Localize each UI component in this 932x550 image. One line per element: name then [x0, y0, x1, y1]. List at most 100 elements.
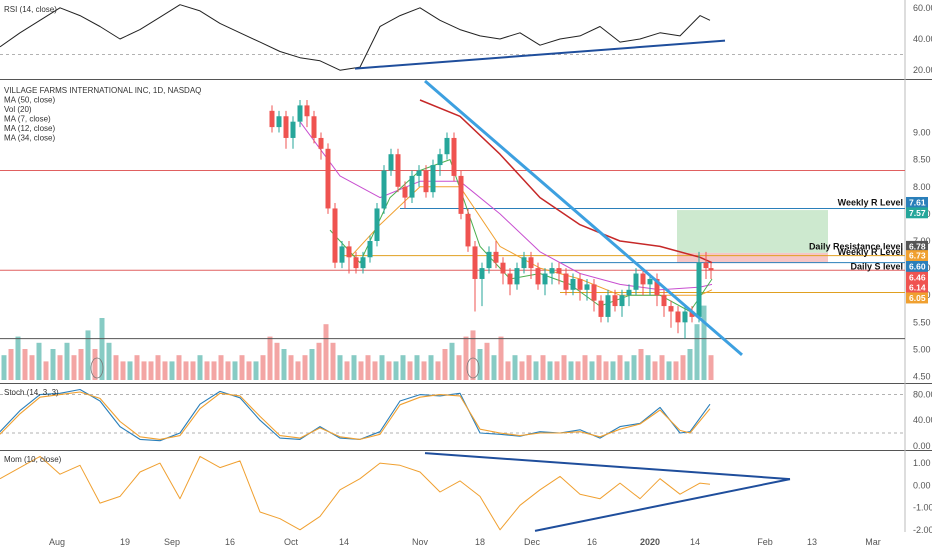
- volume-bar: [505, 361, 511, 380]
- candle-body: [409, 175, 415, 198]
- time-axis-label: Aug: [49, 537, 65, 547]
- volume-bar: [470, 330, 476, 380]
- price-badge: [906, 207, 928, 219]
- stoch-d-line: [0, 391, 711, 440]
- volume-bar: [8, 349, 14, 380]
- volume-bar: [78, 349, 84, 380]
- stoch-y-tick: 40.00: [913, 415, 932, 425]
- volume-bar: [190, 361, 196, 380]
- candle-body: [556, 268, 562, 274]
- volume-bar: [295, 361, 301, 380]
- rsi-trendline: [354, 39, 726, 70]
- price-badge-text: 6.05: [909, 293, 926, 303]
- candle-body: [395, 154, 401, 187]
- candle-body: [703, 262, 709, 269]
- candle-body: [353, 257, 359, 269]
- candle-body: [486, 251, 492, 269]
- candle-body: [647, 278, 653, 285]
- volume-bar: [379, 355, 385, 380]
- level-annotation: Daily S level: [850, 261, 903, 271]
- candle-body: [563, 273, 569, 290]
- volume-bar: [113, 355, 119, 380]
- volume-bar: [232, 361, 238, 380]
- candle-body: [339, 246, 345, 263]
- volume-bar: [288, 355, 294, 380]
- volume-bar: [43, 361, 49, 380]
- candle-body: [297, 105, 303, 122]
- volume-bar: [603, 361, 609, 380]
- volume-bar: [477, 349, 483, 380]
- candle-body: [276, 116, 282, 128]
- candle-body: [542, 273, 548, 285]
- candle-body: [633, 273, 639, 290]
- mom-y-tick: 1.00: [913, 458, 931, 468]
- momentum-triangle-upper: [424, 452, 791, 481]
- candle-body: [479, 268, 485, 279]
- candle-body: [528, 257, 534, 269]
- volume-bar: [701, 305, 707, 380]
- candle-body: [696, 262, 702, 317]
- time-axis-label: Nov: [412, 537, 429, 547]
- volume-bar: [512, 355, 518, 380]
- volume-bar: [400, 355, 406, 380]
- time-axis-label: Mar: [865, 537, 881, 547]
- volume-bar: [22, 349, 28, 380]
- candle-body: [416, 170, 422, 176]
- candle-body: [549, 268, 555, 274]
- volume-bar: [540, 355, 546, 380]
- candle-body: [381, 170, 387, 209]
- candle-body: [451, 137, 457, 176]
- volume-bar: [365, 355, 371, 380]
- volume-bar: [568, 361, 574, 380]
- price-legend-line: MA (12, close): [4, 124, 55, 133]
- price-badge-text: 6.60: [909, 261, 926, 271]
- volume-bar: [29, 355, 35, 380]
- volume-bar: [92, 349, 98, 380]
- level-annotation: Weekly R Level: [838, 247, 903, 257]
- rsi-y-tick: 40.00: [913, 34, 932, 44]
- volume-bar: [547, 361, 553, 380]
- candle-body: [332, 208, 338, 263]
- volume-bar: [127, 361, 133, 380]
- price-legend-line: VILLAGE FARMS INTERNATIONAL INC, 1D, NAS…: [4, 86, 201, 95]
- candle-body: [514, 268, 520, 285]
- price-badge: [906, 292, 928, 304]
- candle-body: [465, 213, 471, 247]
- volume-bar: [351, 355, 357, 380]
- volume-bar: [337, 355, 343, 380]
- candle-body: [290, 121, 296, 138]
- price-badge: [906, 240, 928, 252]
- volume-circle: [466, 357, 480, 379]
- mom-y-tick: 0.00: [913, 480, 931, 490]
- volume-bar: [610, 361, 616, 380]
- volume-bar: [134, 355, 140, 380]
- price-badge: [906, 260, 928, 272]
- candle-body: [374, 208, 380, 241]
- price-badge: [906, 250, 928, 262]
- time-axis-label: Sep: [164, 537, 180, 547]
- volume-bar: [631, 355, 637, 380]
- volume-bar: [57, 355, 63, 380]
- candle-body: [269, 110, 275, 128]
- candle-body: [654, 278, 660, 296]
- candle-body: [493, 251, 499, 263]
- volume-bar: [491, 355, 497, 380]
- candle-body: [640, 273, 646, 285]
- volume-bar: [428, 355, 434, 380]
- rsi-y-tick: 60.00: [913, 3, 932, 13]
- volume-bar: [148, 361, 154, 380]
- volume-bar: [463, 336, 469, 380]
- volume-bar: [589, 361, 595, 380]
- candle-body: [437, 154, 443, 166]
- volume-bar: [358, 361, 364, 380]
- time-axis-label: 14: [339, 537, 349, 547]
- time-axis-label: 16: [225, 537, 235, 547]
- volume-bar: [484, 342, 490, 380]
- volume-bar: [645, 355, 651, 380]
- candle-body: [535, 268, 541, 285]
- volume-bar: [302, 355, 308, 380]
- price-zone: [677, 252, 828, 263]
- volume-bar: [15, 336, 21, 380]
- price-badge: [906, 271, 928, 283]
